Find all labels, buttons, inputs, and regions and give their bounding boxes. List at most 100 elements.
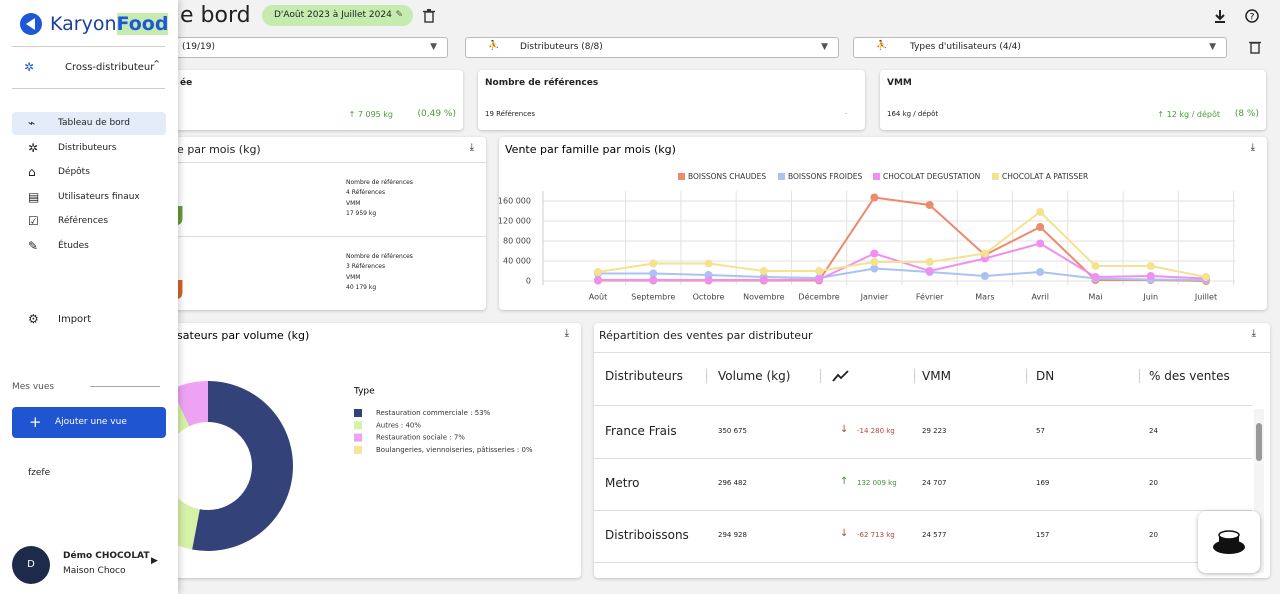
filter-user-types[interactable]: ⛹ Types d'utilisateurs (4/4) ▼ [853,37,1227,58]
cell: 157 [1036,531,1050,539]
nav-item[interactable]: Tableau de bord [58,118,130,128]
download-icon[interactable]: ⤓ [1250,142,1255,153]
nav-icon: ▤ [28,189,40,204]
cell: 57 [1036,427,1045,435]
cell: 169 [1036,479,1050,487]
download-icon[interactable]: ⤓ [1251,328,1256,339]
nav-item[interactable]: Import [58,314,92,325]
item-value: 40 179 kg [346,284,377,291]
add-view-button[interactable]: + Ajouter une vue [12,407,166,438]
line-chart-card: ⤓ [499,137,1267,310]
kpi-delta-pct: (0,49 %) [417,109,456,119]
delete-period-icon[interactable] [423,9,435,23]
brand-name: Food [116,13,169,35]
column-divider [820,369,821,383]
trend-column-icon [832,370,849,382]
import-icon: ⚙ [28,312,39,326]
help-icon[interactable]: ? [1245,9,1259,23]
filter-label: Types d'utilisateurs (4/4) [910,42,1021,52]
kpi-delta-value: 7 095 kg [357,110,393,119]
cell: 24 [1149,427,1158,435]
kpi-value: 164 kg / dépôt [887,110,939,118]
row-divider [594,510,1252,511]
nav-item[interactable]: Distributeurs [58,142,117,153]
divider [594,352,1270,353]
item-label: Nombre de références [346,179,413,186]
trend-value: -14 280 kg [857,427,895,435]
page-title: e bord [180,3,251,28]
caret: ▼ [1209,42,1216,52]
item-value: 3 Références [346,263,386,270]
nav-icon: ⌁ [28,116,36,130]
cell: 20 [1149,479,1158,487]
item-label: Nombre de références [346,253,413,260]
trend-value: 132 009 kg [857,479,897,487]
row-name: Distriboissons [605,528,689,542]
divider [90,386,160,387]
item-label: VMM [346,200,361,207]
cell: 296 482 [718,479,747,487]
view-item[interactable]: fzefe [28,468,51,478]
sales-table-card: Répartition des ventes par distributeur … [594,323,1270,578]
kpi-delta: ↑ 7 095 kg [348,110,393,119]
divider [12,46,165,47]
edit-icon: ✎ [395,10,403,20]
row-divider [594,458,1252,459]
kpi-delta-pct: (8 %) [1234,109,1259,119]
download-icon[interactable] [1214,10,1226,23]
nav-item[interactable]: Références [58,216,109,226]
item-label: VMM [346,274,361,281]
avatar[interactable]: D [12,546,50,584]
nav-item[interactable]: Études [58,240,89,251]
filter-icon: ⛹ [488,41,500,51]
clear-filters-icon[interactable] [1249,40,1261,54]
item-value: 4 Références [346,189,386,196]
nav-item[interactable]: Dépôts [58,167,90,177]
period-chip[interactable]: D'Août 2023 à Juillet 2024 ✎ [262,5,413,26]
divider [170,236,486,237]
cell: 24 707 [922,479,947,487]
assistant-button[interactable] [1198,511,1260,573]
column-divider [1026,369,1027,383]
row-divider [594,405,1252,406]
filter-label: (19/19) [182,42,215,52]
user-name: Démo CHOCOLAT [63,551,150,561]
column-header: DN [1036,369,1055,383]
kpi-card: Nombre de références 19 Références - [478,70,865,130]
user-menu-caret[interactable]: ▶ [151,556,158,566]
user-company: Maison Choco [63,566,126,576]
sidebar: KaryonFood ✲ Cross-distributeur ⌃ ⌁ Table… [0,0,178,594]
filter-distributors[interactable]: ⛹ Distributeurs (8/8) ▼ [465,37,839,58]
kpi-dash: - [844,110,847,117]
filter-label: Distributeurs (8/8) [520,42,603,52]
nav-item[interactable]: Utilisateurs finaux [58,191,140,202]
brand-logo [20,13,42,35]
filter-references[interactable]: (19/19) ▼ [170,37,448,58]
row-name: France Frais [605,424,677,438]
row-name: Metro [605,476,640,490]
scope-caret: ⌃ [152,58,162,71]
scrollbar[interactable] [1254,409,1264,573]
download-icon[interactable]: ⤓ [469,142,474,153]
download-icon[interactable]: ⤓ [564,328,569,339]
column-divider [1139,369,1140,383]
cell: 20 [1149,531,1158,539]
column-header: Volume (kg) [718,369,791,383]
kpi-title: Nombre de références [485,78,599,88]
svg-text:?: ? [1250,13,1255,23]
nav-active-bg [12,112,166,135]
caret: ▼ [430,42,437,52]
divider [12,88,165,89]
card-title: Répartition des ventes par distributeur [599,329,813,342]
kpi-delta-value: 12 kg / dépôt [1166,110,1220,119]
kpi-title: VMM [887,78,912,88]
views-heading: Mes vues [12,382,55,392]
column-header: VMM [922,369,951,383]
cell: 294 928 [718,531,747,539]
trend-arrow: ↓ [840,424,849,435]
caret: ▼ [821,42,828,52]
scope-selector[interactable]: Cross-distributeur [65,62,155,73]
kpi-title: ée [180,78,193,88]
